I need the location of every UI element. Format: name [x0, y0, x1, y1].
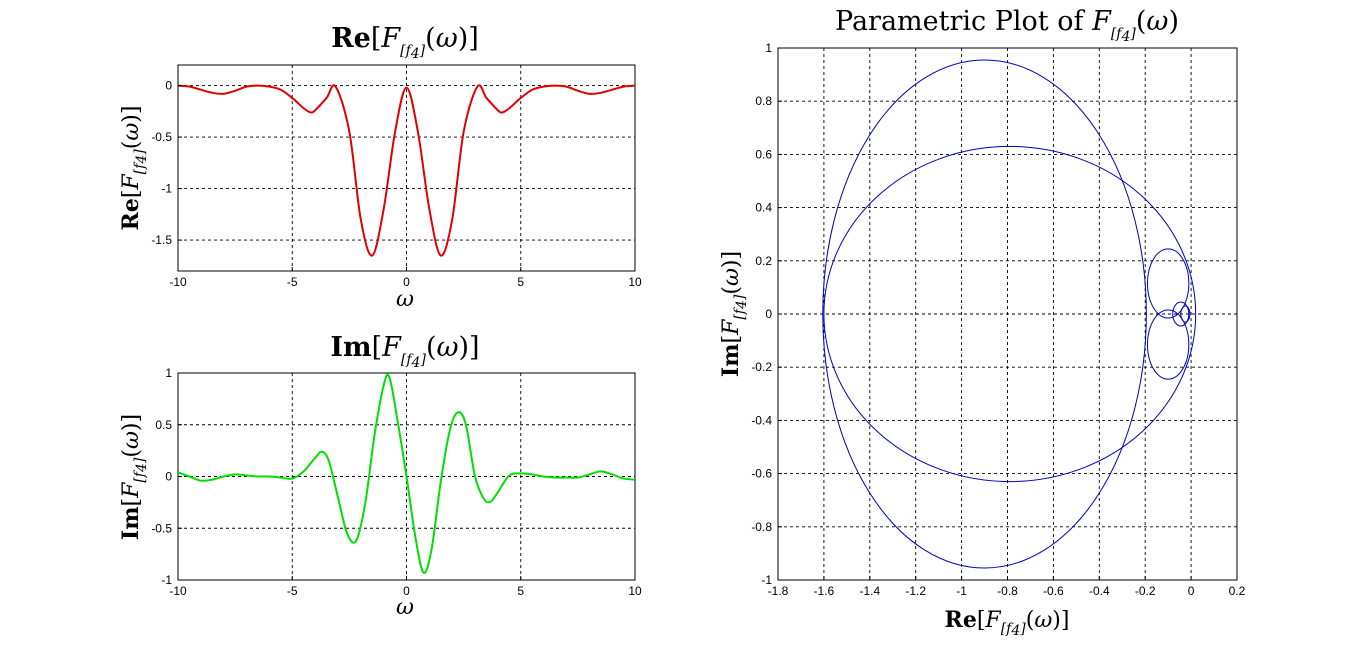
y-tick-label: 0.4	[755, 201, 772, 215]
x-tick-label: 10	[628, 275, 642, 289]
x-tick-label: 10	[628, 584, 642, 598]
y-tick-label: -1.5	[151, 233, 172, 247]
x-tick-label: 0	[403, 584, 410, 598]
x-tick-label: 0.2	[1229, 584, 1246, 598]
x-tick-label: 5	[517, 275, 524, 289]
parametric-chart: Parametric Plot of F[f4](ω) -1.8 -1.6 -1.4…	[718, 6, 1246, 639]
imag-y-ticks: 1 0.5 0 -0.5 -1	[151, 366, 182, 587]
y-tick-label: -0.5	[151, 130, 172, 144]
y-tick-label: 1	[165, 366, 172, 380]
parametric-loop-6	[1180, 305, 1191, 323]
y-tick-label: 0.2	[755, 254, 772, 268]
y-tick-label: -0.2	[751, 360, 772, 374]
parametric-chart-title: Parametric Plot of F[f4](ω)	[835, 6, 1179, 45]
parametric-grid	[778, 48, 1237, 580]
x-tick-label: -1.2	[905, 584, 926, 598]
y-tick-label: 0	[165, 79, 172, 93]
imag-y-axis-label: Im[F[f4](ω)]	[118, 414, 150, 540]
y-tick-label: 0	[165, 470, 172, 484]
y-tick-label: 0	[765, 307, 772, 321]
parametric-y-axis-label: Im[F[f4](ω)]	[718, 251, 750, 377]
parametric-loop-4	[1146, 309, 1190, 380]
y-tick-label: 0.5	[155, 418, 172, 432]
real-y-axis-label: Re[F[f4](ω)]	[118, 106, 150, 231]
y-tick-label: -1	[761, 573, 772, 587]
parametric-loop-1	[822, 59, 1147, 569]
y-tick-label: -0.6	[751, 467, 772, 481]
x-tick-label: -0.4	[1089, 584, 1110, 598]
parametric-x-axis-label: Re[F[f4](ω)]	[945, 607, 1070, 639]
y-tick-label: -0.4	[751, 413, 772, 427]
real-series-line	[177, 84, 636, 257]
x-tick-label: -0.6	[1043, 584, 1064, 598]
y-tick-label: 1	[765, 41, 772, 55]
real-chart-title: Re[F[f4](ω)]	[331, 23, 479, 62]
x-tick-label: 5	[517, 584, 524, 598]
real-y-ticks: 0 -0.5 -1 -1.5	[151, 79, 182, 247]
x-tick-label: 0	[1188, 584, 1195, 598]
imag-chart-title: Im[F[f4](ω)]	[330, 332, 479, 371]
real-x-ticks: -10 -5 0 5 10	[169, 267, 642, 289]
real-grid	[178, 65, 635, 271]
real-part-chart: Re[F[f4](ω)] -10 -5 0 5 10 0 -0.5 -1 -1.5 ω Re[…	[118, 23, 642, 312]
y-tick-label: -1	[161, 573, 172, 587]
x-tick-label: -1.8	[768, 584, 789, 598]
x-tick-label: -10	[169, 584, 187, 598]
parametric-x-ticks: -1.8 -1.6 -1.4 -1.2 -1 -0.8 -0.6 -0.4 -0.2 0 0.2	[768, 576, 1246, 598]
x-tick-label: -10	[169, 275, 187, 289]
y-tick-label: 0.6	[755, 147, 772, 161]
imag-series-line	[177, 373, 636, 574]
parametric-y-ticks: 1 0.8 0.6 0.4 0.2 0 -0.2 -0.4 -0.6 -0.8 -1	[751, 41, 782, 587]
x-tick-label: -0.2	[1135, 584, 1156, 598]
imag-part-chart: Im[F[f4](ω)] -10 -5 0 5 10 1 0.5 0 -0.5 -1 ω Im[…	[118, 332, 642, 620]
x-tick-label: -1	[956, 584, 967, 598]
imag-x-ticks: -10 -5 0 5 10	[169, 576, 642, 598]
x-tick-label: -5	[287, 584, 298, 598]
parametric-series	[822, 59, 1197, 569]
parametric-loop-2	[823, 145, 1197, 483]
real-x-axis-label: ω	[396, 287, 414, 312]
parametric-loop-5	[1172, 301, 1190, 327]
y-tick-label: -0.8	[751, 520, 772, 534]
x-tick-label: -0.8	[997, 584, 1018, 598]
x-tick-label: -1.4	[859, 584, 880, 598]
y-tick-label: -1	[161, 182, 172, 196]
imag-x-axis-label: ω	[396, 595, 414, 620]
y-tick-label: -0.5	[151, 521, 172, 535]
x-tick-label: -5	[287, 275, 298, 289]
x-tick-label: 0	[403, 275, 410, 289]
parametric-loop-3	[1146, 248, 1190, 319]
x-tick-label: -1.6	[814, 584, 835, 598]
y-tick-label: 0.8	[755, 94, 772, 108]
